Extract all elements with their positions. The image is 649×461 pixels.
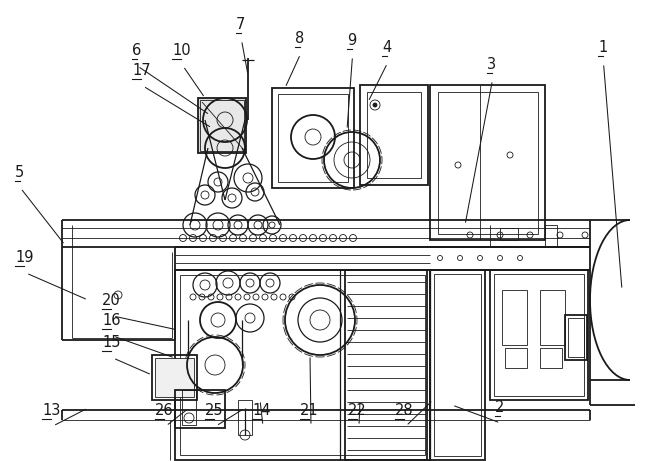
Bar	[367, 92, 421, 178]
Text: 6: 6	[132, 43, 141, 58]
Text: 9: 9	[347, 33, 356, 48]
Bar	[505, 348, 527, 368]
Text: 16: 16	[102, 313, 121, 328]
Bar	[568, 318, 584, 357]
Bar	[540, 290, 565, 345]
Bar	[545, 225, 557, 247]
Text: 1: 1	[598, 40, 607, 55]
Bar	[500, 228, 518, 240]
Bar	[182, 390, 196, 425]
Bar	[430, 85, 545, 240]
Bar	[200, 100, 244, 151]
Bar	[272, 88, 354, 188]
Text: 5: 5	[15, 165, 24, 180]
Text: 22: 22	[348, 403, 367, 418]
Bar	[490, 270, 588, 400]
Text: 7: 7	[236, 17, 245, 32]
Text: 8: 8	[295, 31, 304, 46]
Bar	[434, 274, 481, 456]
Text: 14: 14	[252, 403, 271, 418]
Text: 13: 13	[42, 403, 60, 418]
Bar	[155, 358, 194, 397]
Text: 17: 17	[132, 63, 151, 78]
Circle shape	[373, 103, 377, 107]
Text: 10: 10	[172, 43, 191, 58]
Bar	[345, 270, 427, 460]
Bar	[175, 390, 225, 428]
Bar	[430, 270, 485, 460]
Bar	[238, 400, 252, 435]
Bar	[198, 98, 246, 153]
Text: 15: 15	[102, 335, 121, 350]
Bar	[438, 92, 538, 234]
Text: 25: 25	[205, 403, 224, 418]
Bar	[360, 85, 428, 185]
Text: 3: 3	[487, 57, 496, 72]
Text: 19: 19	[15, 250, 34, 265]
Text: 21: 21	[300, 403, 319, 418]
Bar	[502, 290, 527, 345]
Bar	[175, 270, 430, 460]
Bar	[278, 94, 348, 182]
Bar	[180, 275, 425, 455]
Text: 28: 28	[395, 403, 413, 418]
Text: 26: 26	[155, 403, 174, 418]
Text: 20: 20	[102, 293, 121, 308]
Bar	[152, 355, 197, 400]
Bar	[565, 315, 587, 360]
Bar	[540, 348, 562, 368]
Bar	[494, 274, 584, 396]
Text: 4: 4	[382, 40, 391, 55]
Text: 2: 2	[495, 400, 504, 415]
